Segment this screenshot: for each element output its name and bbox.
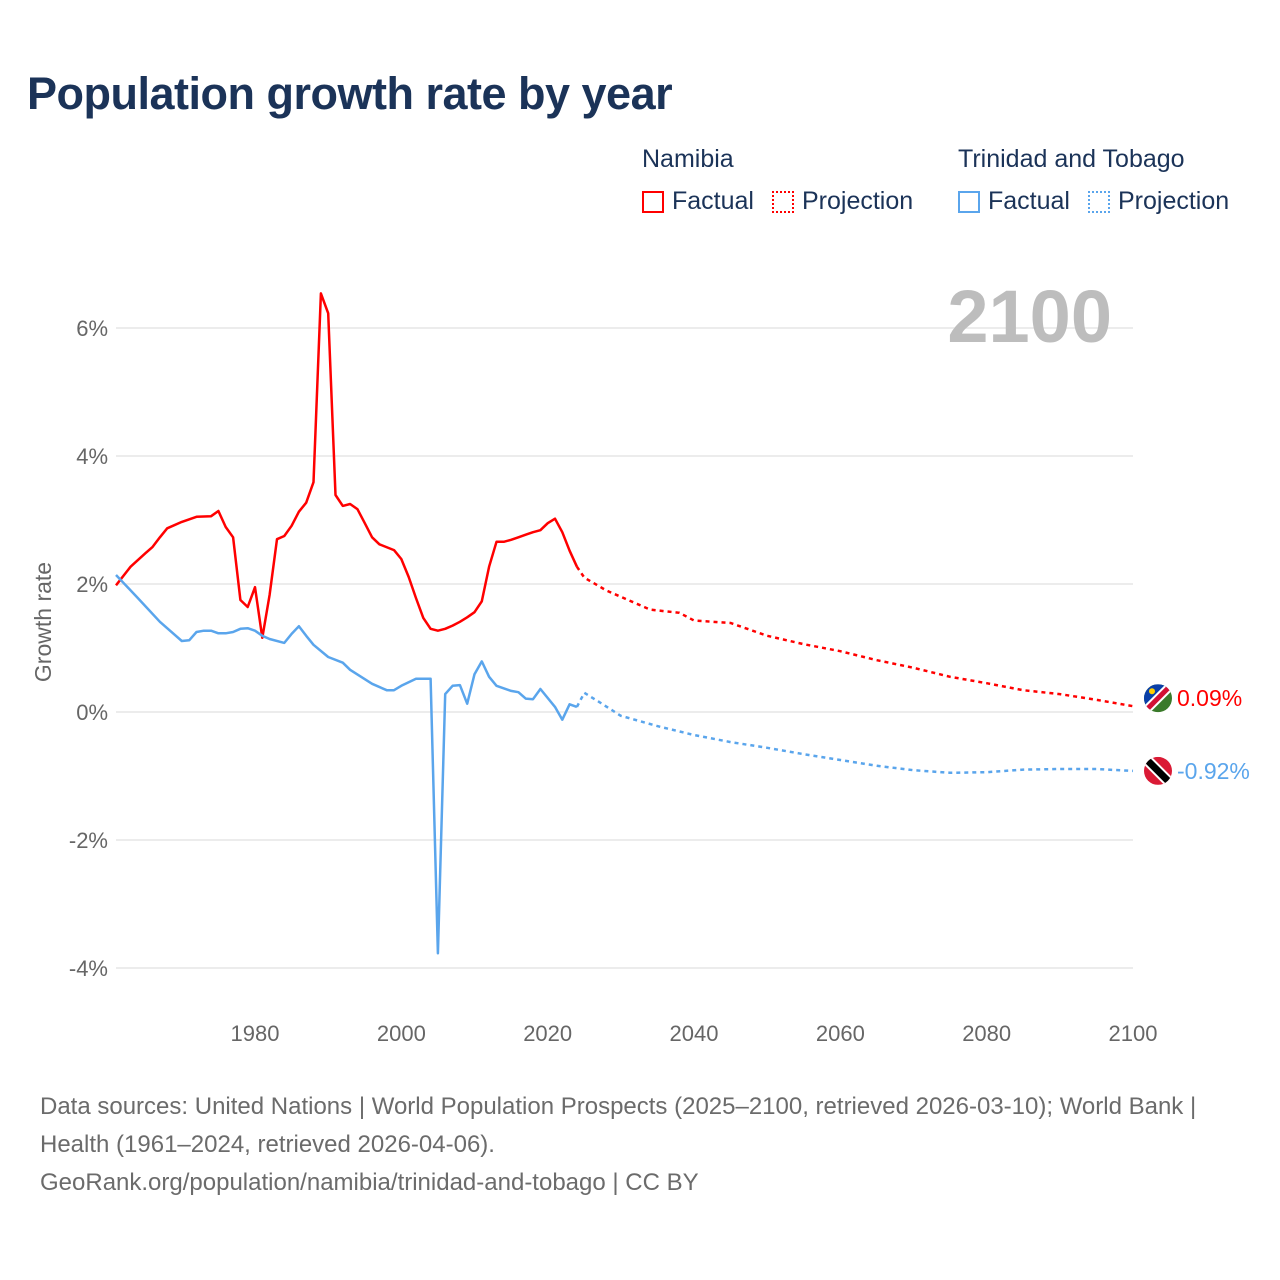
trinidad-flag-icon: [1144, 756, 1172, 785]
y-tick-label: 6%: [76, 316, 108, 341]
x-tick-label: 2020: [523, 1021, 572, 1046]
solid-swatch-icon: [958, 190, 980, 213]
legend-label: Projection: [801, 187, 914, 215]
legend-namibia-projection[interactable]: Projection: [771, 187, 914, 216]
legend-country: Namibia: [642, 145, 734, 173]
year-label: 2100: [947, 275, 1112, 358]
y-axis-label: Growth rate: [30, 562, 56, 682]
namibia-end-label: 0.09%: [1177, 685, 1242, 711]
flag-body: [1144, 756, 1172, 785]
legend-label: Projection: [1117, 187, 1230, 215]
y-tick-label: 2%: [76, 572, 108, 597]
data-sources: Data sources: United Nations | World Pop…: [40, 1093, 1197, 1158]
x-tick-label: 2100: [1109, 1021, 1158, 1046]
legend-country: Trinidad and Tobago: [958, 145, 1185, 173]
legend-label: Factual: [988, 187, 1070, 215]
trinidad-end-label: -0.92%: [1177, 758, 1250, 784]
chart-title: Population growth rate by year: [27, 68, 673, 119]
credit-link[interactable]: GeoRank.org/population/namibia/trinidad-…: [40, 1169, 699, 1196]
x-tick-label: 2080: [962, 1021, 1011, 1046]
legend-namibia-factual[interactable]: Factual: [642, 187, 754, 216]
y-tick-label: -2%: [69, 828, 108, 853]
x-tick-label: 2040: [670, 1021, 719, 1046]
flag-sun: [1149, 688, 1155, 695]
legend-trinidad-factual[interactable]: Factual: [958, 187, 1070, 216]
legend-trinidad-projection[interactable]: Projection: [1087, 187, 1230, 216]
dotted-swatch-icon: [1087, 190, 1110, 213]
y-tick-label: -4%: [69, 956, 108, 981]
dotted-swatch-icon: [771, 190, 794, 213]
line-chart: -4% -2% 0% 2% 4% 6% 1980 2000 2020 2040 2060 2080 21…: [30, 275, 1250, 1046]
legend-label: Factual: [672, 187, 754, 215]
y-tick-label: 0%: [76, 700, 108, 725]
y-tick-label: 4%: [76, 444, 108, 469]
legend-namibia: Namibia Factual Projection: [642, 145, 931, 216]
namibia-flag-icon: [1144, 684, 1172, 713]
legend-trinidad: Trinidad and Tobago Factual Projection: [958, 145, 1247, 216]
x-tick-label: 1980: [231, 1021, 280, 1046]
namibia-projection-line: [575, 565, 1134, 708]
footer: Data sources: United Nations | World Pop…: [40, 1088, 1240, 1202]
flag-body: [1144, 684, 1172, 713]
solid-swatch-icon: [642, 190, 664, 213]
x-tick-label: 2060: [816, 1021, 865, 1046]
namibia-factual-line: [115, 292, 579, 640]
x-tick-label: 2000: [377, 1021, 426, 1046]
trinidad-factual-line: [115, 574, 578, 955]
trinidad-projection-line: [575, 691, 1134, 775]
